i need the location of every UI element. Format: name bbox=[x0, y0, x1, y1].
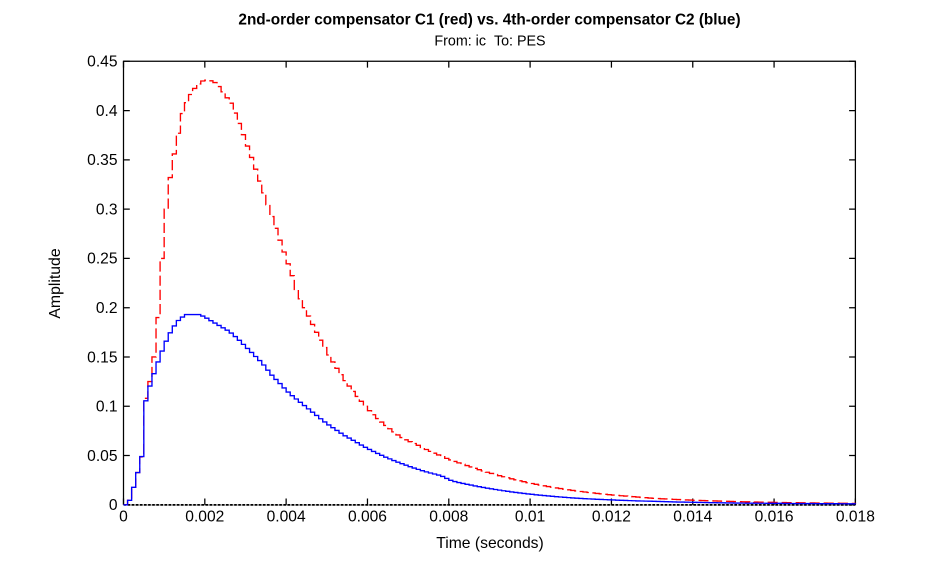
svg-text:From: ic To: PES: From: ic To: PES bbox=[434, 34, 545, 50]
svg-text:0: 0 bbox=[119, 509, 128, 526]
svg-text:0.016: 0.016 bbox=[755, 509, 794, 526]
svg-text:Amplitude: Amplitude bbox=[47, 248, 64, 318]
svg-text:2nd-order compensator C1 (red): 2nd-order compensator C1 (red) vs. 4th-o… bbox=[238, 12, 740, 29]
svg-text:Time (seconds): Time (seconds) bbox=[436, 535, 544, 552]
svg-text:0.35: 0.35 bbox=[87, 152, 118, 169]
svg-text:0.05: 0.05 bbox=[87, 448, 118, 465]
svg-text:0.25: 0.25 bbox=[87, 251, 118, 268]
svg-text:0.3: 0.3 bbox=[96, 201, 118, 218]
svg-text:0.1: 0.1 bbox=[96, 399, 118, 416]
svg-text:0.014: 0.014 bbox=[673, 509, 712, 526]
svg-text:0.002: 0.002 bbox=[185, 509, 224, 526]
svg-text:0.4: 0.4 bbox=[96, 103, 118, 120]
svg-text:0.012: 0.012 bbox=[592, 509, 631, 526]
svg-text:0.15: 0.15 bbox=[87, 349, 118, 366]
svg-text:0: 0 bbox=[109, 497, 118, 514]
svg-text:0.2: 0.2 bbox=[96, 300, 118, 317]
svg-text:0.006: 0.006 bbox=[348, 509, 387, 526]
svg-text:0.01: 0.01 bbox=[515, 509, 545, 526]
svg-text:0.018: 0.018 bbox=[836, 509, 875, 526]
svg-text:0.008: 0.008 bbox=[429, 509, 468, 526]
svg-text:0.45: 0.45 bbox=[87, 54, 118, 71]
svg-text:0.004: 0.004 bbox=[267, 509, 306, 526]
